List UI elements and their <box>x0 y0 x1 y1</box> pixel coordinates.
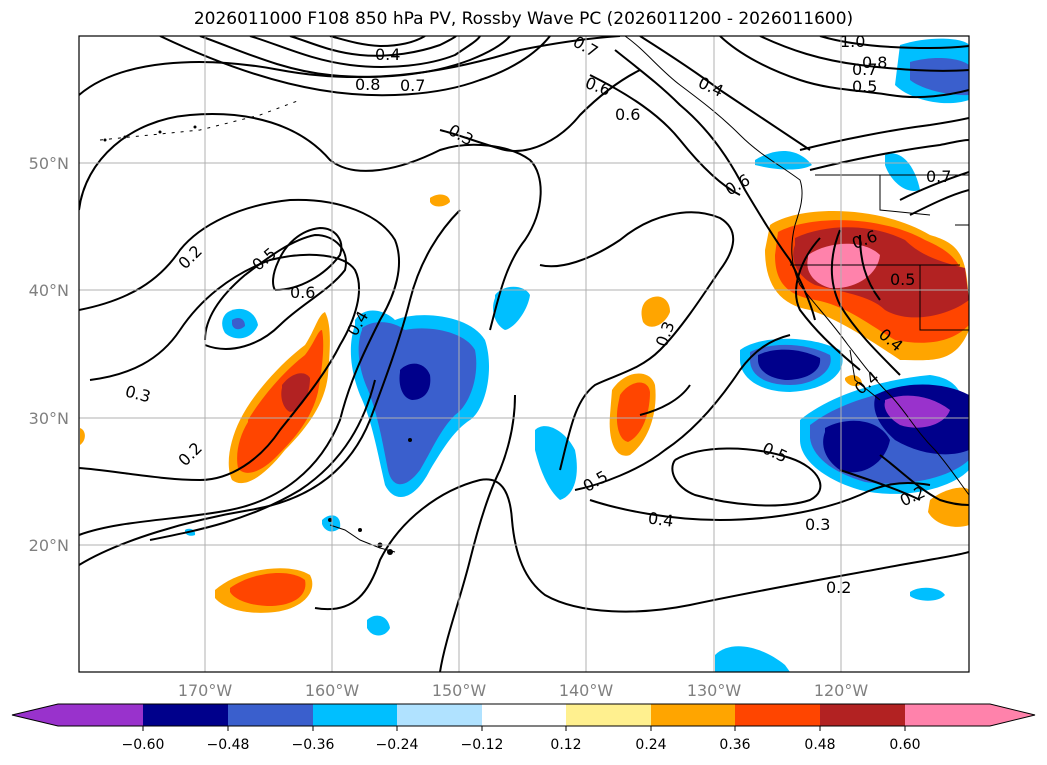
colorbar-tick-label: −0.60 <box>122 737 165 753</box>
contour-label: 0.4 <box>375 45 400 64</box>
contour-label: 0.7 <box>852 60 877 79</box>
lon-label-140w: 140°W <box>559 681 614 700</box>
contour-label: 0.5 <box>890 270 915 289</box>
colorbar-extend-max <box>990 704 1035 726</box>
colorbar-tick-label: −0.48 <box>207 737 250 753</box>
lat-label-30n: 30°N <box>29 409 69 428</box>
colorbar-tick-label: −0.12 <box>461 737 504 753</box>
lon-label-120w: 120°W <box>814 681 869 700</box>
colorbar: −0.60 −0.48 −0.36 −0.24 −0.12 0.12 0.24 … <box>11 703 1036 753</box>
contour-label: 0.4 <box>647 508 675 530</box>
lon-label-130w: 130°W <box>687 681 742 700</box>
contour-label: 0.5 <box>852 77 877 96</box>
colorbar-tick-label: 0.48 <box>804 737 835 753</box>
pv-contours <box>79 36 969 672</box>
colorbar-tick-label: 0.36 <box>719 737 750 753</box>
contour-label: 1.0 <box>840 32 865 51</box>
lon-label-150w: 150°W <box>432 681 487 700</box>
contour-label: 0.7 <box>400 76 425 95</box>
islands <box>103 125 412 555</box>
longitude-labels: 170°W 160°W 150°W 140°W 130°W 120°W <box>178 681 869 700</box>
gridlines <box>79 36 969 672</box>
lon-label-170w: 170°W <box>178 681 233 700</box>
contour-label: 0.7 <box>926 167 951 186</box>
contour-label: 0.8 <box>355 75 380 94</box>
contour-label: 0.6 <box>615 105 640 124</box>
contour-label: 0.3 <box>805 515 830 534</box>
lat-label-20n: 20°N <box>29 536 69 555</box>
colorbar-tick-label: 0.24 <box>635 737 666 753</box>
colorbar-tick-label: 0.12 <box>550 737 581 753</box>
shaded-anomalies <box>80 38 969 672</box>
lat-label-50n: 50°N <box>29 154 69 173</box>
map-border <box>78 35 970 673</box>
latitude-labels: 50°N 40°N 30°N 20°N <box>29 154 69 555</box>
colorbar-tick-label: 0.60 <box>889 737 920 753</box>
colorbar-extend-min <box>12 704 58 726</box>
contour-label: 0.6 <box>290 283 315 302</box>
lat-label-40n: 40°N <box>29 281 69 300</box>
colorbar-tick-label: −0.36 <box>292 737 335 753</box>
contour-label: 0.2 <box>826 578 851 597</box>
lon-label-160w: 160°W <box>305 681 360 700</box>
map-title: 2026011000 F108 850 hPa PV, Rossby Wave … <box>193 9 854 29</box>
colorbar-tick-label: −0.24 <box>376 737 419 753</box>
contour-label: 0.8 <box>862 53 887 72</box>
